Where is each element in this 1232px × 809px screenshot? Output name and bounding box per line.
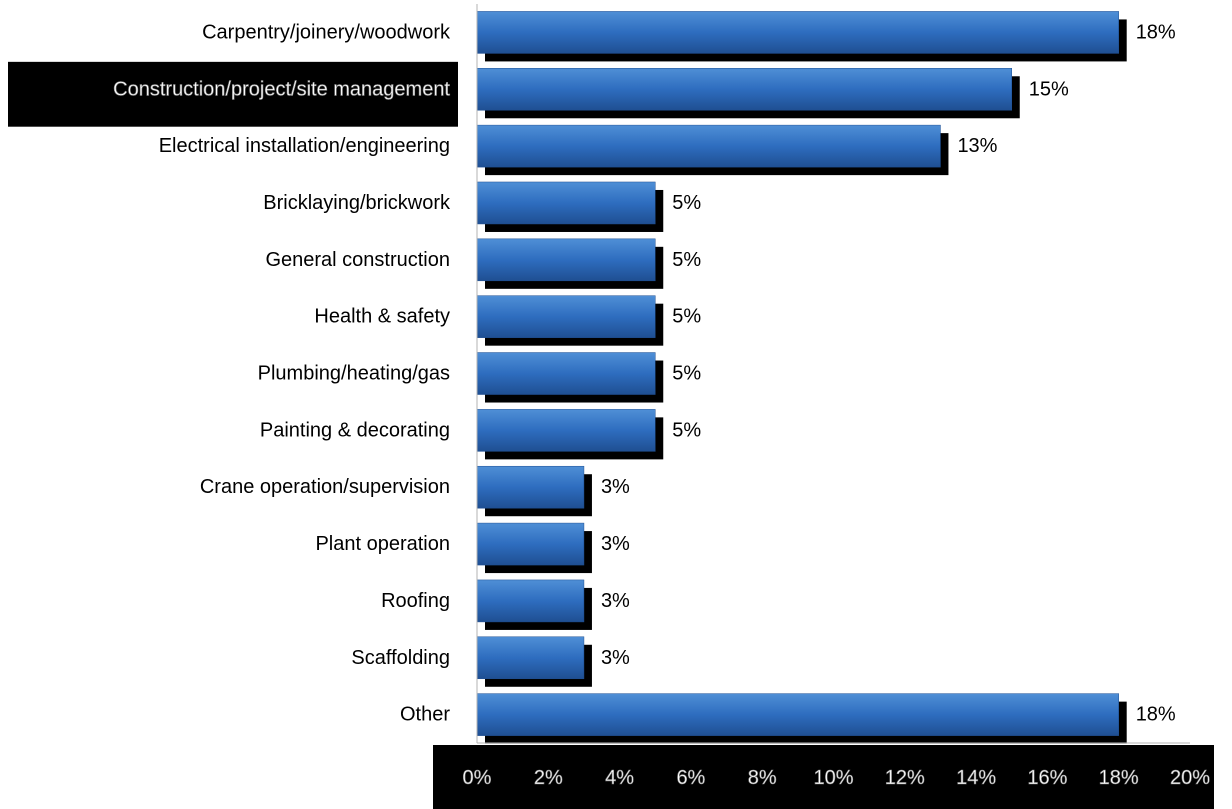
- bar: [476, 693, 1119, 736]
- x-tick-label: 6%: [676, 767, 705, 789]
- data-label: 18%: [1136, 704, 1176, 726]
- category-label: Health & safety: [314, 306, 450, 328]
- category-label: Scaffolding: [351, 647, 450, 669]
- category-label: Roofing: [381, 590, 450, 612]
- x-tick-label: 18%: [1099, 767, 1139, 789]
- bar: [476, 465, 585, 509]
- bar: [476, 181, 656, 225]
- bar: [476, 352, 656, 395]
- x-tick-label-layer: 0% 2% 4% 6% 8% 10% 12% 14% 16% 18% 20%: [462, 767, 1210, 790]
- x-axis-band: [433, 745, 1214, 809]
- category-label: Plant operation: [315, 533, 450, 555]
- data-label: 5%: [672, 249, 701, 271]
- category-label: Bricklaying/brickwork: [263, 192, 451, 214]
- data-label: 3%: [601, 647, 630, 669]
- bar: [476, 11, 1119, 54]
- bar-layer: [476, 11, 1119, 736]
- data-label: 3%: [601, 533, 630, 555]
- highlight-band: [8, 61, 458, 127]
- category-label: Painting & decorating: [260, 419, 450, 441]
- category-label: Other: [400, 704, 450, 726]
- bar: [476, 409, 656, 452]
- category-label: Plumbing/heating/gas: [258, 363, 450, 385]
- data-label: 3%: [601, 590, 630, 612]
- category-label: Crane operation/supervision: [200, 476, 450, 498]
- data-label: 5%: [672, 306, 701, 328]
- x-tick-label: 2%: [534, 767, 563, 789]
- data-label: 5%: [672, 363, 701, 385]
- x-tick-label: 10%: [813, 767, 853, 789]
- data-label: 15%: [1029, 78, 1069, 100]
- x-tick-label: 8%: [748, 767, 777, 789]
- data-label-layer: 18% 15% 13% 5% 5% 5% 5% 5% 3% 3% 3% 3% 18%: [601, 21, 1176, 725]
- x-tick-label: 16%: [1027, 767, 1067, 789]
- bar: [476, 295, 656, 338]
- data-label: 13%: [957, 135, 997, 157]
- data-label: 5%: [672, 192, 701, 214]
- category-label: Electrical installation/engineering: [159, 135, 450, 157]
- x-tick-label: 4%: [605, 767, 634, 789]
- highlight-layer: [8, 61, 458, 127]
- data-label: 5%: [672, 419, 701, 441]
- data-label: 18%: [1136, 21, 1176, 43]
- data-label: 3%: [601, 476, 630, 498]
- bar: [476, 636, 585, 680]
- axis-layer: [476, 4, 1190, 744]
- bar: [476, 579, 585, 623]
- x-tick-label: 20%: [1170, 767, 1210, 789]
- bar: [476, 68, 1012, 111]
- x-tick-label: 12%: [885, 767, 925, 789]
- bar: [476, 238, 656, 282]
- bar: [476, 522, 585, 566]
- category-label: General construction: [265, 249, 450, 271]
- x-tick-label: 14%: [956, 767, 996, 789]
- bar: [476, 124, 941, 168]
- category-label: Construction/project/site management: [113, 78, 450, 100]
- category-label-layer: Carpentry/joinery/woodwork Construction/p…: [113, 21, 451, 725]
- category-label: Carpentry/joinery/woodwork: [202, 21, 451, 43]
- x-tick-label: 0%: [463, 767, 492, 789]
